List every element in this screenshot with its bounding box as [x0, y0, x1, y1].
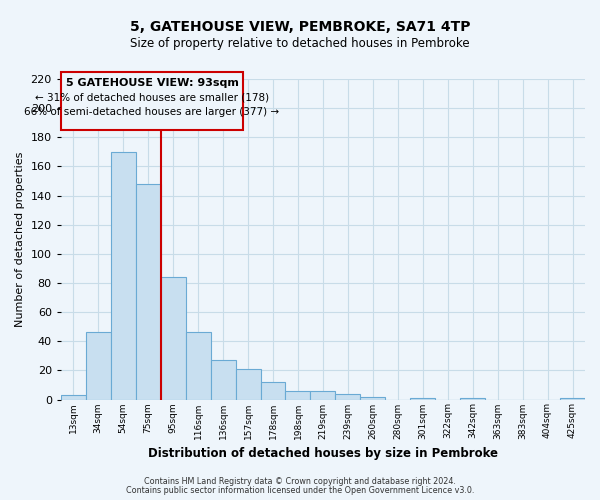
Bar: [136, 184, 161, 400]
Bar: [236, 369, 260, 400]
Text: 5, GATEHOUSE VIEW, PEMBROKE, SA71 4TP: 5, GATEHOUSE VIEW, PEMBROKE, SA71 4TP: [130, 20, 470, 34]
Bar: [460, 398, 485, 400]
FancyBboxPatch shape: [61, 72, 243, 130]
Text: ← 31% of detached houses are smaller (178): ← 31% of detached houses are smaller (17…: [35, 92, 269, 102]
X-axis label: Distribution of detached houses by size in Pembroke: Distribution of detached houses by size …: [148, 447, 498, 460]
Bar: [410, 398, 435, 400]
Text: Size of property relative to detached houses in Pembroke: Size of property relative to detached ho…: [130, 38, 470, 51]
Bar: [260, 382, 286, 400]
Bar: [161, 277, 185, 400]
Bar: [560, 398, 585, 400]
Bar: [185, 332, 211, 400]
Text: Contains HM Land Registry data © Crown copyright and database right 2024.: Contains HM Land Registry data © Crown c…: [144, 477, 456, 486]
Bar: [211, 360, 236, 400]
Bar: [86, 332, 111, 400]
Bar: [111, 152, 136, 400]
Text: 66% of semi-detached houses are larger (377) →: 66% of semi-detached houses are larger (…: [25, 106, 280, 117]
Text: 5 GATEHOUSE VIEW: 93sqm: 5 GATEHOUSE VIEW: 93sqm: [65, 78, 238, 88]
Bar: [310, 391, 335, 400]
Bar: [61, 395, 86, 400]
Text: Contains public sector information licensed under the Open Government Licence v3: Contains public sector information licen…: [126, 486, 474, 495]
Y-axis label: Number of detached properties: Number of detached properties: [15, 152, 25, 327]
Bar: [335, 394, 361, 400]
Bar: [361, 396, 385, 400]
Bar: [286, 391, 310, 400]
